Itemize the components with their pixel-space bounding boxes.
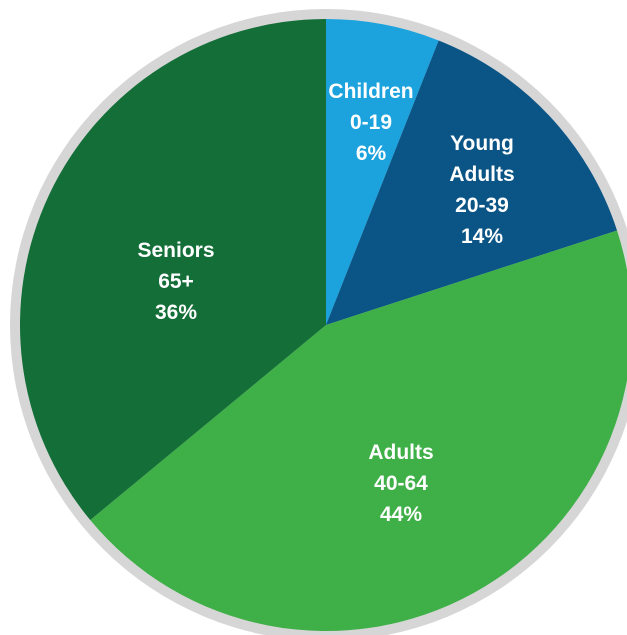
pie-label-children: Children 0-19 6% — [328, 80, 413, 165]
pie-label-line: 40-64 — [374, 472, 428, 495]
pie-label-line: Seniors — [137, 239, 214, 262]
pie-label-seniors: Seniors 65+ 36% — [137, 239, 214, 324]
pie-label-line: Children — [328, 80, 413, 103]
pie-label-line: 0-19 — [350, 111, 392, 134]
pie-label-line: 36% — [155, 301, 197, 324]
pie-slice-children — [326, 19, 439, 325]
pie-label-line: 44% — [380, 503, 422, 526]
pie-slice-seniors — [19, 19, 326, 521]
pie-label-line: 6% — [356, 142, 387, 165]
pie-slices — [19, 19, 627, 631]
pie-label-line: Adults — [449, 163, 514, 186]
pie-label-line: 65+ — [158, 270, 194, 293]
pie-label-line: 14% — [461, 225, 503, 248]
pie-slice-adults — [90, 230, 627, 631]
pie-slice-young-adults — [326, 40, 618, 325]
pie-label-young-adults: Young Adults 20-39 14% — [449, 132, 514, 248]
pie-label-adults: Adults 40-64 44% — [368, 441, 433, 526]
pie-label-line: Adults — [368, 441, 433, 464]
pie-label-line: Young — [450, 132, 514, 155]
pie-label-line: 20-39 — [455, 194, 509, 217]
pie-labels: Children 0-19 6% Young Adults 20-39 14% Adults 4… — [137, 80, 514, 526]
